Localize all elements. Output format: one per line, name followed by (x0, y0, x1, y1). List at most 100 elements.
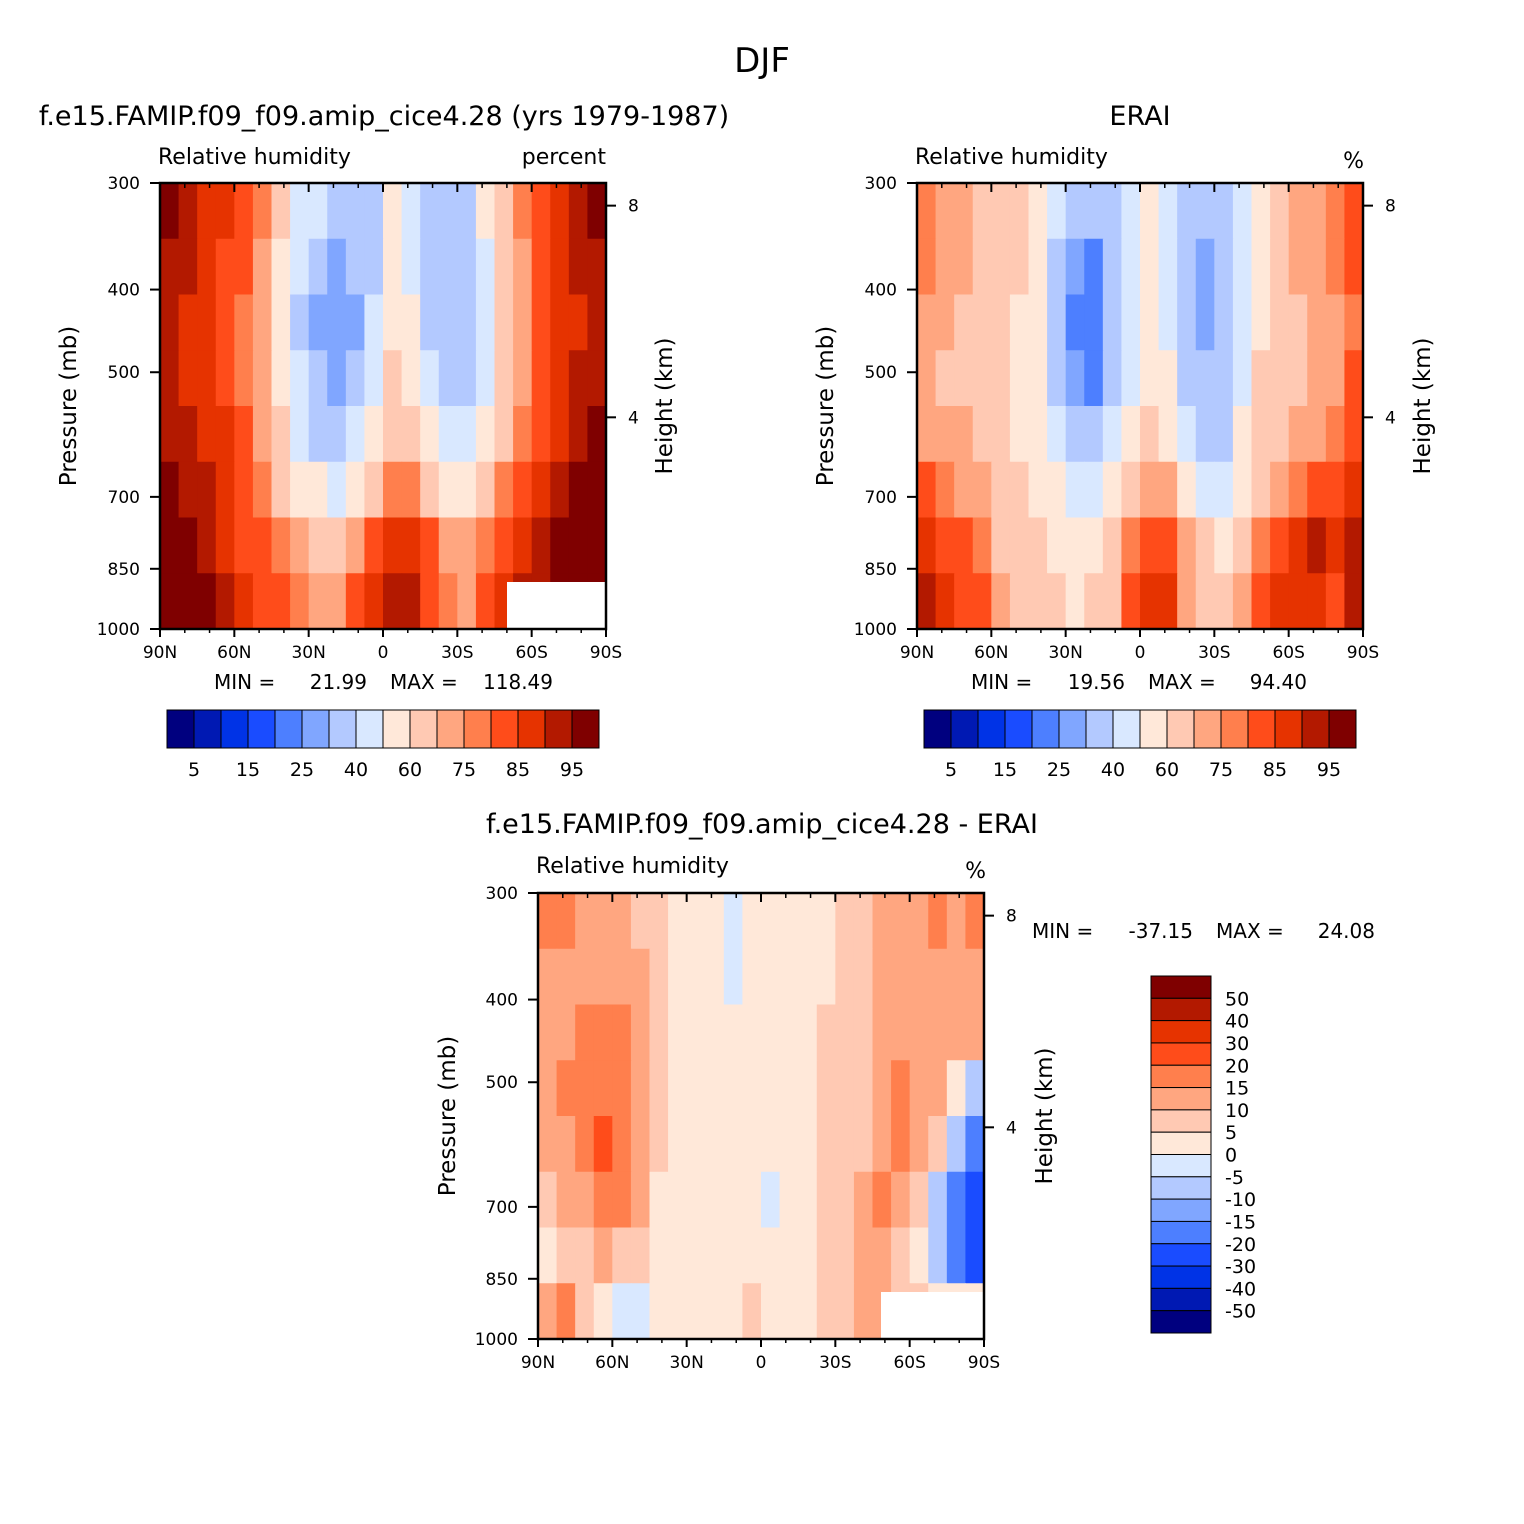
heatmap-cell (345, 294, 366, 351)
heatmap-cell (630, 1227, 651, 1284)
colorbar: 5 15 25 40 60 75 85 95 (166, 709, 600, 781)
heatmap-cell (383, 294, 403, 351)
heatmap-cell (1344, 238, 1363, 296)
heatmap-cell (928, 948, 948, 1006)
y-tick-label: 1000 (97, 620, 140, 640)
missing-data-region (881, 1292, 984, 1339)
heatmap-cell (538, 1116, 558, 1173)
heatmap-cell (475, 573, 496, 629)
colorbar: 5 15 25 40 60 75 85 95 (923, 709, 1357, 781)
heatmap-cell (383, 573, 403, 629)
colorbar-swatch (220, 709, 249, 749)
x-tick-label: 90S (1347, 643, 1379, 663)
heatmap-cell (550, 461, 570, 519)
y-tick-label: 300 (108, 174, 140, 194)
heatmap-cell (928, 1116, 948, 1173)
axes: 90N 60N 30N 0 30S 60S 90S 300 400 500 700 850 1000 8 4 (475, 884, 1017, 1373)
heatmap-cell (364, 406, 384, 463)
heatmap-cell (438, 406, 458, 463)
colorbar-swatch (1150, 997, 1212, 1022)
heatmap-cell (668, 893, 688, 950)
colorbar-swatch (274, 709, 303, 749)
heatmap-cell (556, 893, 576, 950)
heatmap-cell (816, 948, 836, 1006)
heatmap-cell (457, 573, 477, 629)
heatmap-cell (1140, 183, 1160, 240)
heatmap-cell (556, 1283, 576, 1339)
heatmap-cell (215, 350, 235, 407)
heatmap-cell (438, 294, 458, 351)
heatmap-cell (531, 406, 551, 463)
heatmap-cell (1195, 406, 1215, 463)
heatmap-cell (1214, 461, 1234, 519)
heatmap-cell (1325, 461, 1346, 519)
heatmap-cell (556, 948, 576, 1006)
heatmap-cell (364, 573, 384, 629)
y-tick-label: 400 (486, 991, 518, 1011)
heatmap-cell (383, 406, 403, 463)
colorbar-swatch (1150, 1198, 1212, 1222)
heatmap-cell (593, 1283, 613, 1339)
heatmap-cell (1270, 350, 1290, 407)
heatmap-cell (383, 461, 403, 519)
heatmap-cell (1121, 461, 1141, 519)
heatmap-cell (1158, 461, 1178, 519)
heatmap-cell (556, 1060, 576, 1117)
colorbar-label: -30 (1225, 1256, 1256, 1278)
heatmap-cell (587, 461, 606, 519)
heatmap-cells (538, 893, 984, 1339)
colorbar-swatch (301, 709, 330, 749)
height-tick-label: 4 (1006, 1118, 1017, 1138)
x-tick-label: 30S (441, 643, 473, 663)
heatmap-cell (1288, 350, 1308, 407)
heatmap-cell (1084, 406, 1104, 463)
heatmap-cell (420, 238, 440, 296)
heatmap-cell (954, 517, 974, 574)
heatmap-cell (271, 406, 291, 463)
colorbar-label: 30 (1225, 1033, 1249, 1055)
colorbar-label: 15 (236, 759, 260, 781)
heatmap-cell (816, 893, 836, 950)
heatmap-cell (965, 893, 984, 950)
heatmap-cell (1065, 294, 1085, 351)
heatmap-cell (1121, 294, 1141, 351)
heatmap-cell (587, 238, 606, 296)
heatmap-cell (1344, 517, 1363, 574)
heatmap-cell (853, 1116, 874, 1173)
heatmap-cell (1195, 238, 1215, 296)
heatmap-cell (761, 1004, 781, 1061)
heatmap-cell (1307, 573, 1327, 629)
colorbar-swatch (1328, 709, 1357, 749)
colorbar-label: 15 (1225, 1078, 1249, 1100)
heatmap-cell (1009, 406, 1030, 463)
heatmap-cell (991, 517, 1011, 574)
heatmap-cell (965, 948, 984, 1006)
heatmap-cell (1270, 406, 1290, 463)
heatmap-cell (538, 1004, 558, 1061)
heatmap-cell (494, 294, 514, 351)
colorbar-label: 5 (188, 759, 200, 781)
heatmap-cell (1307, 294, 1327, 351)
heatmap-cell (575, 1227, 595, 1284)
heatmap-cell (668, 1171, 688, 1229)
heatmap-cell (872, 1116, 892, 1173)
heatmap-cell (197, 573, 217, 629)
heatmap-cell (798, 1171, 818, 1229)
heatmap-cell (1270, 183, 1290, 240)
heatmap-cell (1325, 350, 1346, 407)
heatmap-cell (234, 183, 254, 240)
colorbar-swatch (977, 709, 1006, 749)
colorbar-swatch (1150, 1109, 1212, 1133)
heatmap-cell (1047, 573, 1067, 629)
heatmap-cell (835, 948, 855, 1006)
heatmap-cell (1232, 183, 1253, 240)
heatmap-cell (550, 406, 570, 463)
heatmap-cell (946, 1060, 967, 1117)
heatmap-cell (761, 1283, 781, 1339)
heatmap-cell (1047, 183, 1067, 240)
height-tick-label: 4 (628, 408, 639, 428)
heatmap-cell (1158, 406, 1178, 463)
heatmap-cell (215, 294, 235, 351)
heatmap-cell (1325, 517, 1346, 574)
